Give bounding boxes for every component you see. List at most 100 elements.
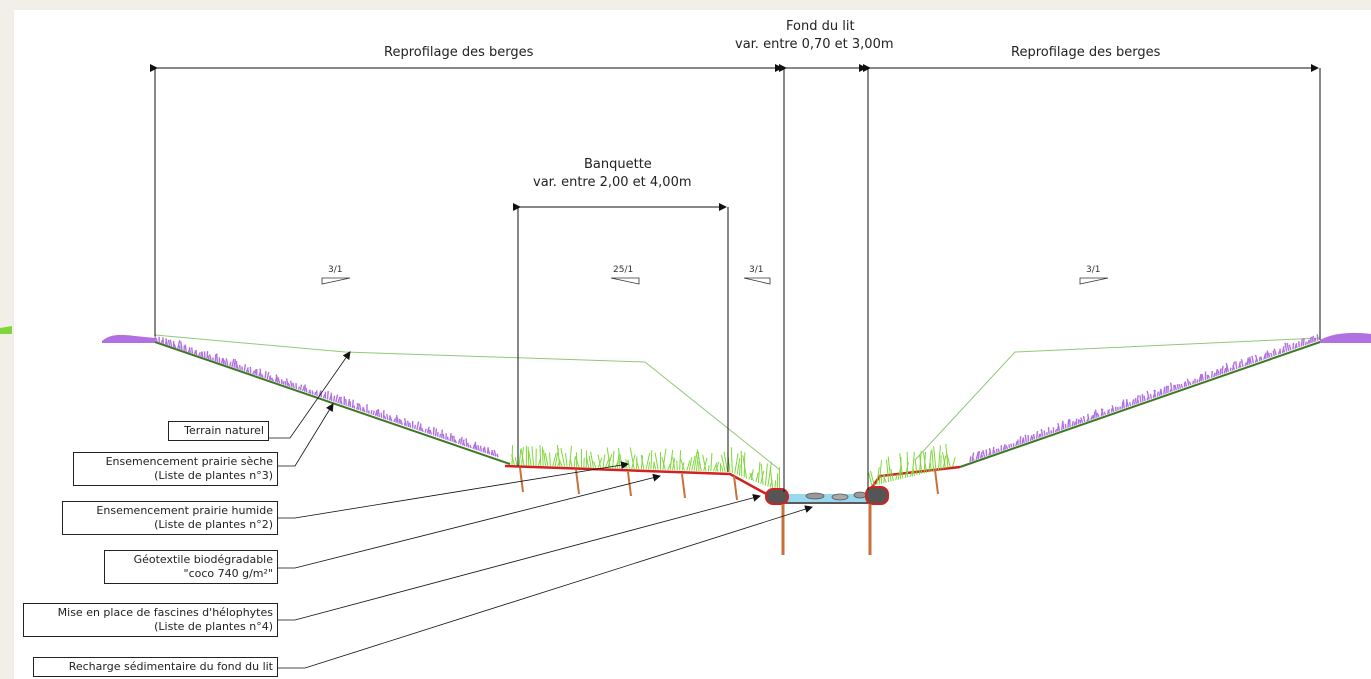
- dry-meadow-tuft: [1146, 390, 1150, 400]
- dry-meadow-tuft: [971, 456, 975, 461]
- grass-blade: [520, 448, 525, 466]
- right-bank-dimension-label: Reprofilage des berges: [1011, 45, 1161, 60]
- dry-meadow-tuft: [270, 377, 275, 382]
- grass-blade: [757, 461, 761, 483]
- dry-meadow-tuft: [198, 352, 201, 357]
- grass-blade: [514, 456, 518, 466]
- dry-meadow-tuft: [377, 409, 381, 418]
- dry-meadow-tuft: [439, 433, 442, 438]
- grass-blade: [734, 453, 739, 474]
- dry-meadow-tuft: [1284, 342, 1288, 352]
- dry-meadow-tuft: [442, 433, 445, 440]
- grass-blade: [942, 452, 947, 469]
- legend-terrain-text: Terrain naturel: [184, 424, 264, 437]
- dry-meadow-tuft: [238, 364, 241, 370]
- dry-meadow-tuft: [997, 448, 1000, 453]
- grass-blade: [680, 458, 685, 471]
- grass-blade: [654, 452, 659, 470]
- sediment-stone: [831, 493, 849, 501]
- dry-meadow-tuft: [457, 438, 461, 445]
- dry-meadow-tuft: [1005, 445, 1009, 450]
- dry-meadow-tuft: [1304, 341, 1308, 346]
- left-bank-dimension-label: Reprofilage des berges: [384, 45, 534, 60]
- dry-meadow-tuft: [449, 433, 452, 442]
- grass-blade: [703, 457, 708, 472]
- dry-meadow-tuft: [1186, 378, 1190, 386]
- dry-meadow-tuft: [356, 402, 360, 411]
- grass-blade: [612, 450, 615, 469]
- dry-meadow-tuft: [1314, 338, 1317, 342]
- dry-meadow-tuft: [292, 382, 295, 389]
- dry-meadow-tuft: [1221, 365, 1224, 375]
- dry-meadow-tuft: [491, 449, 495, 457]
- slope-symbol: [1079, 277, 1109, 285]
- dry-meadow-tuft: [1240, 358, 1244, 367]
- dry-meadow-tuft: [220, 357, 224, 364]
- dry-meadow-tuft: [1213, 372, 1216, 378]
- dry-meadow-tuft: [225, 358, 229, 366]
- dry-meadow-tuft: [975, 451, 979, 460]
- dry-meadow-tuft: [184, 344, 187, 352]
- dry-meadow-tuft: [1176, 384, 1180, 390]
- grass-blade: [511, 454, 515, 466]
- dry-meadow-tuft: [429, 429, 433, 435]
- leader-sediment: [278, 505, 813, 669]
- dry-meadow-tuft: [1008, 444, 1011, 449]
- slope-label-inner-bank: 3/1: [749, 265, 764, 275]
- grass-blade: [912, 466, 916, 476]
- dry-meadow-tuft: [1103, 411, 1107, 416]
- dry-meadow-tuft: [483, 446, 487, 454]
- grass-blade: [631, 454, 636, 469]
- bed-dimension-range: var. entre 0,70 et 3,00m: [735, 37, 894, 52]
- dry-meadow-tuft: [993, 449, 996, 454]
- legend-wet-meadow: Ensemencement prairie humide (Liste de p…: [62, 501, 278, 535]
- sediment-stone: [805, 492, 825, 500]
- dry-meadow-tuft: [1207, 374, 1211, 379]
- grass-blade: [933, 446, 937, 471]
- dry-meadow-tuft: [1180, 383, 1184, 389]
- dry-meadow-tuft: [1038, 433, 1041, 439]
- dry-meadow-tuft: [1043, 430, 1046, 436]
- grass-blade: [730, 447, 733, 473]
- grass-blade: [619, 454, 623, 469]
- leader-terrain: [269, 351, 351, 439]
- dry-meadow-tuft: [1090, 415, 1094, 421]
- dry-meadow-tuft: [982, 450, 986, 458]
- grass-blade: [653, 461, 657, 470]
- dry-meadow-tuft: [362, 407, 366, 413]
- dry-meadow-tuft: [301, 385, 305, 392]
- anchor-stakes: [519, 467, 939, 501]
- right-bank-ground: [959, 341, 1371, 468]
- slope-label-bench: 25/1: [613, 265, 634, 275]
- dry-meadow-tuft: [1107, 409, 1111, 414]
- dry-meadow-tuft: [165, 338, 169, 346]
- dry-meadow-tuft: [399, 419, 403, 426]
- stake: [681, 473, 686, 499]
- dry-meadow-tuft: [1310, 335, 1315, 344]
- dry-meadow-tuft: [969, 456, 972, 463]
- grass-blade: [588, 455, 592, 468]
- dry-meadow-tuft: [1174, 384, 1177, 391]
- dry-meadow-tuft: [167, 339, 171, 347]
- grass-blade: [738, 464, 741, 476]
- dry-meadow-tuft: [454, 439, 458, 444]
- bed-water: [783, 494, 869, 502]
- grass-blade: [549, 452, 551, 467]
- dry-meadow-tuft: [389, 416, 393, 422]
- dry-meadow-seeding-left: [154, 335, 499, 458]
- grass-blade: [929, 462, 932, 472]
- dry-meadow-tuft: [275, 374, 279, 383]
- sediment-stone: [853, 491, 867, 499]
- grass-blade: [928, 450, 932, 473]
- dry-meadow-tuft: [333, 395, 336, 402]
- dry-meadow-tuft: [393, 418, 396, 423]
- grass-blade: [693, 451, 698, 471]
- dry-meadow-tuft: [1246, 357, 1249, 366]
- dry-meadow-tuft: [297, 386, 301, 390]
- dry-meadow-tuft: [386, 413, 389, 421]
- grass-blade: [764, 463, 768, 486]
- dry-meadow-tuft: [358, 403, 362, 411]
- dry-meadow-tuft: [268, 376, 273, 381]
- dry-meadow-tuft: [474, 443, 478, 451]
- dry-meadow-tuft: [469, 444, 472, 449]
